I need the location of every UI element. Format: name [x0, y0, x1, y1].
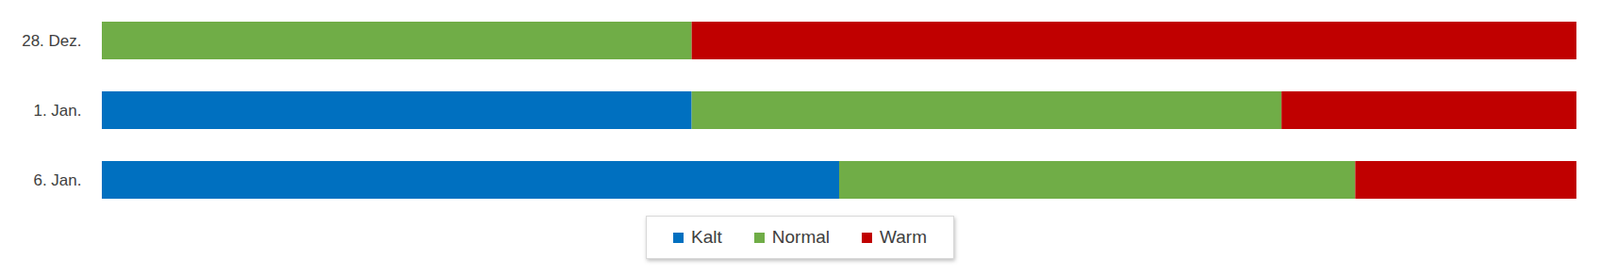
svg-text:6. Jan.: 6. Jan. — [32, 171, 82, 190]
svg-text:28. Dez.: 28. Dez. — [21, 32, 82, 50]
html-text:Kalt: Kalt — [691, 227, 723, 248]
html-text:Warm: Warm — [879, 227, 927, 248]
html-text:Normal: Normal — [771, 227, 830, 248]
svg-text:1. Jan.: 1. Jan. — [32, 101, 82, 120]
